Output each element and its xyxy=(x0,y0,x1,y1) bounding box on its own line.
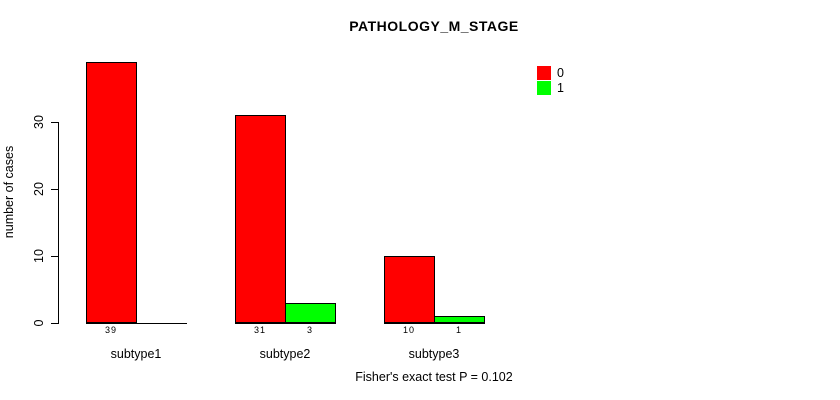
legend-entry-0: 0 xyxy=(537,65,564,80)
group-baseline xyxy=(86,323,187,324)
caption-fisher-test: Fisher's exact test P = 0.102 xyxy=(355,370,513,384)
y-tick-mark xyxy=(51,256,59,257)
legend-swatch-green xyxy=(537,80,551,95)
group-baseline xyxy=(384,323,485,324)
y-axis-label: number of cases xyxy=(2,145,16,239)
bar-value-label: 39 xyxy=(104,325,117,335)
bar-value-label: 31 xyxy=(253,325,266,335)
bar-subtype2-series-0 xyxy=(235,115,286,323)
y-tick-label: 10 xyxy=(32,249,46,263)
legend-entry-1: 1 xyxy=(537,80,564,95)
y-tick-label: 0 xyxy=(32,319,46,327)
y-axis-line xyxy=(58,122,59,324)
legend: 0 1 xyxy=(537,65,564,95)
x-category-label-subtype2: subtype2 xyxy=(259,347,311,361)
x-category-label-subtype3: subtype3 xyxy=(408,347,460,361)
bar-subtype1-series-0 xyxy=(86,62,137,323)
bar-subtype3-series-1 xyxy=(434,316,485,323)
x-category-label-subtype1: subtype1 xyxy=(110,347,162,361)
y-tick-mark xyxy=(51,122,59,123)
bar-value-label: 3 xyxy=(306,325,313,335)
bar-subtype2-series-1 xyxy=(285,303,336,323)
y-tick-mark xyxy=(51,323,59,324)
bar-value-label: 1 xyxy=(455,325,462,335)
y-tick-label: 20 xyxy=(32,182,46,196)
y-tick-mark xyxy=(51,189,59,190)
bar-subtype3-series-0 xyxy=(384,256,435,323)
chart-title: PATHOLOGY_M_STAGE xyxy=(349,18,519,34)
y-tick-label: 30 xyxy=(32,115,46,129)
legend-label: 0 xyxy=(557,65,564,80)
group-baseline xyxy=(235,323,336,324)
bar-value-label: 10 xyxy=(402,325,415,335)
legend-label: 1 xyxy=(557,80,564,95)
legend-swatch-red xyxy=(537,65,551,80)
